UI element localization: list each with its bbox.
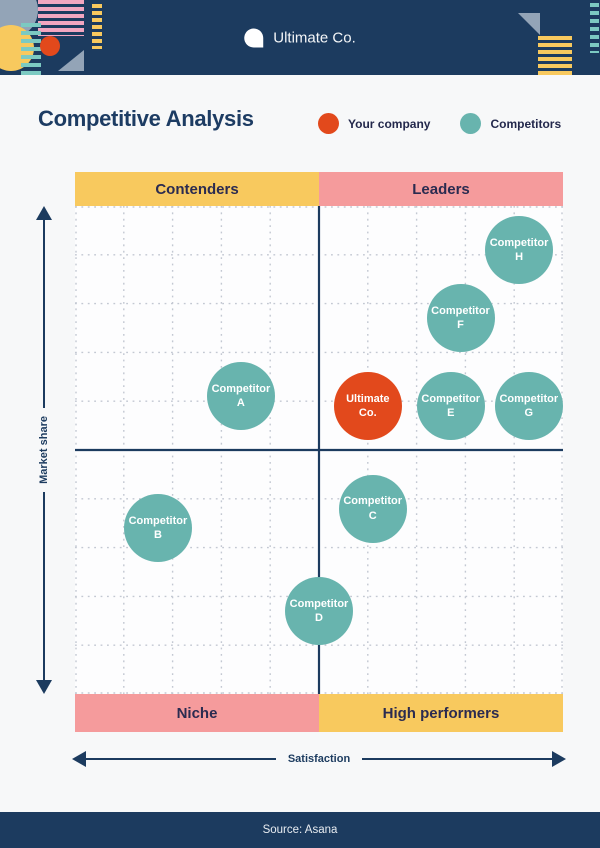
plot-area: Ultimate Co. Competitor A Competitor B Competi…	[75, 206, 563, 694]
page-title: Competitive Analysis	[38, 106, 254, 131]
legend-label: Your company	[348, 116, 431, 131]
x-axis-line	[362, 757, 553, 761]
y-axis: Market share	[34, 206, 54, 694]
bubble-competitor-h: Competitor H	[485, 215, 554, 284]
quadrant-label-contenders: Contenders	[75, 172, 319, 206]
speech-bubble-icon	[244, 28, 264, 47]
top-quadrant-bands: Contenders Leaders	[75, 172, 563, 206]
arrow-up-icon	[36, 206, 52, 220]
decor-yellow-stripes-right-icon	[538, 36, 572, 75]
quadrant-label-leaders: Leaders	[319, 172, 563, 206]
decor-teal-dashes-right-icon	[590, 3, 599, 53]
quadrant-chart: Contenders Leaders	[75, 172, 563, 732]
legend-item-your-company: Your company	[318, 113, 430, 134]
decor-yellow-dashes-left-icon	[92, 4, 102, 49]
legend: Your company Competitors	[318, 113, 561, 134]
bubble-competitor-g: Competitor G	[494, 372, 563, 441]
y-axis-line	[42, 491, 46, 680]
bubble-competitor-c: Competitor C	[338, 474, 407, 543]
bubble-ultimate-co: Ultimate Co.	[333, 372, 402, 441]
decor-teal-stripes-icon	[21, 23, 41, 75]
decor-gray-triangle-right-icon	[518, 13, 540, 35]
bubble-competitor-b: Competitor B	[123, 494, 192, 563]
quadrant-label-niche: Niche	[75, 694, 319, 732]
brand-name: Ultimate Co.	[273, 29, 356, 46]
footer-bar: Source: Asana	[0, 812, 600, 848]
legend-label: Competitors	[490, 116, 562, 131]
bubble-competitor-e: Competitor E	[416, 372, 485, 441]
brand: Ultimate Co.	[244, 28, 356, 47]
arrow-down-icon	[36, 680, 52, 694]
your-company-dot-icon	[318, 113, 339, 134]
header-bar: Ultimate Co.	[0, 0, 600, 75]
quadrant-label-high-performers: High performers	[319, 694, 563, 732]
source-note: Source: Asana	[262, 824, 338, 836]
decor-gray-triangle-left-icon	[58, 50, 84, 71]
legend-item-competitors: Competitors	[460, 113, 561, 134]
x-axis-line	[86, 757, 276, 761]
arrow-left-icon	[72, 751, 86, 767]
x-axis: Satisfaction	[72, 749, 567, 769]
x-axis-label: Satisfaction	[287, 753, 351, 765]
bubble-competitor-a: Competitor A	[206, 362, 275, 431]
bubble-competitor-f: Competitor F	[426, 284, 495, 353]
bubble-competitor-d: Competitor D	[285, 577, 353, 646]
decor-pink-stripes-icon	[38, 0, 84, 36]
decor-orange-circle-icon	[40, 36, 60, 56]
bottom-quadrant-bands: Niche High performers	[75, 694, 563, 732]
y-axis-label: Market share	[38, 416, 50, 484]
competitors-dot-icon	[460, 113, 482, 134]
y-axis-line	[42, 220, 46, 409]
arrow-right-icon	[552, 751, 567, 767]
